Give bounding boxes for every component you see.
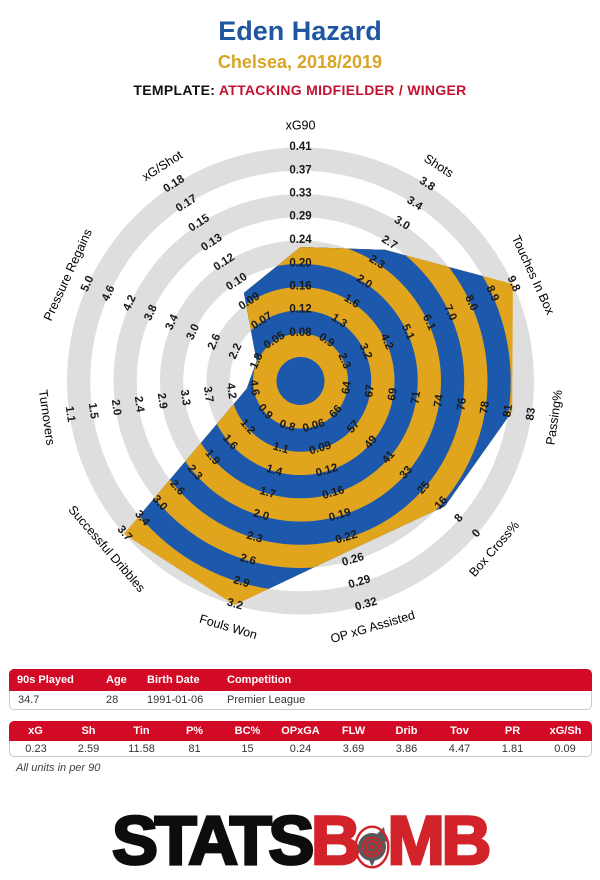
svg-text:4.6: 4.6 <box>247 379 261 397</box>
svg-text:67: 67 <box>363 384 377 398</box>
svg-text:xG90: xG90 <box>286 118 316 132</box>
svg-text:78: 78 <box>478 400 492 415</box>
svg-text:2.6: 2.6 <box>239 552 258 568</box>
svg-text:2.0: 2.0 <box>109 399 123 417</box>
svg-text:1.1: 1.1 <box>63 405 77 423</box>
svg-text:0.08: 0.08 <box>289 327 312 339</box>
svg-text:Turnovers: Turnovers <box>36 389 58 446</box>
svg-text:76: 76 <box>455 397 469 411</box>
svg-text:1.4: 1.4 <box>265 463 284 479</box>
svg-text:2.9: 2.9 <box>155 392 169 410</box>
svg-text:64: 64 <box>340 380 354 395</box>
svg-text:2.4: 2.4 <box>132 395 146 413</box>
svg-text:0.12: 0.12 <box>289 304 311 316</box>
svg-text:0.16: 0.16 <box>289 281 311 293</box>
svg-text:81: 81 <box>501 403 515 418</box>
svg-text:0.29: 0.29 <box>289 211 311 223</box>
svg-text:69: 69 <box>386 387 400 401</box>
svg-text:83: 83 <box>524 407 538 421</box>
svg-text:3.7: 3.7 <box>201 386 215 404</box>
svg-text:Passing%: Passing% <box>543 389 565 446</box>
svg-text:71: 71 <box>409 390 423 405</box>
svg-text:1.5: 1.5 <box>86 402 100 420</box>
svg-text:2.0: 2.0 <box>252 507 271 523</box>
svg-text:3.3: 3.3 <box>178 389 192 407</box>
svg-text:OP xG Assisted: OP xG Assisted <box>329 608 417 646</box>
svg-text:0.33: 0.33 <box>289 188 311 200</box>
svg-text:4.2: 4.2 <box>224 382 238 400</box>
svg-text:3.2: 3.2 <box>225 597 244 613</box>
svg-text:Fouls Won: Fouls Won <box>198 612 259 642</box>
svg-text:0.24: 0.24 <box>289 234 312 246</box>
svg-text:2.3: 2.3 <box>245 530 264 546</box>
svg-text:74: 74 <box>432 393 446 408</box>
svg-text:0.41: 0.41 <box>289 141 312 153</box>
svg-text:0.20: 0.20 <box>289 257 311 269</box>
svg-text:0.8: 0.8 <box>278 418 297 434</box>
svg-text:0.37: 0.37 <box>289 164 311 176</box>
svg-text:1.1: 1.1 <box>271 440 290 456</box>
svg-text:1.7: 1.7 <box>258 485 277 501</box>
svg-text:2.9: 2.9 <box>232 574 251 590</box>
